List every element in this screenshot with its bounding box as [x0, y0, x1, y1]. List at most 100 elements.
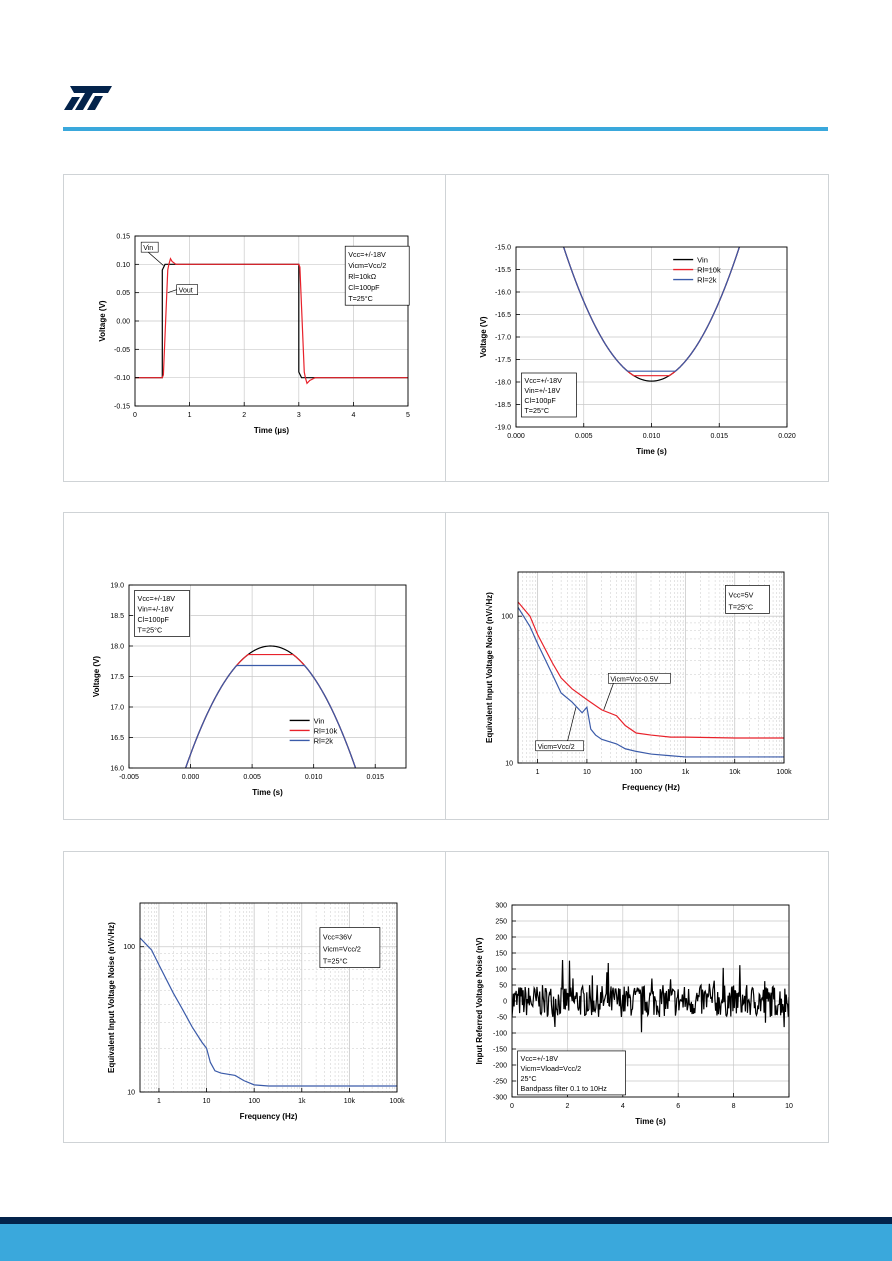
chart-noise-density-5v: 1 10 100 1k 10k 100k 10 100 Frequency (Hz) Equiva…	[485, 571, 792, 792]
y-tick-label: -17.5	[495, 357, 511, 364]
y-tick-label: -150	[493, 1047, 507, 1054]
annotation-box	[319, 927, 381, 968]
chart-panel-1: 0 1 2 3 4 5 -0.15 -0.10 -0.05 0.00 0.05 0.10 0.15 Tim…	[63, 174, 447, 482]
series-label: Vicm=Vcc/2	[538, 744, 575, 751]
x-tick-label: -0.005	[119, 774, 139, 781]
annotation-text: T=25°C	[524, 406, 549, 415]
chart-panel-5: 1 10 100 1k 10k 100k 10 100 Frequency (Hz) Equiva…	[63, 851, 447, 1143]
y-tick-label: 100	[501, 614, 513, 621]
x-axis-label: Time (s)	[635, 1117, 666, 1126]
annotation-text: 25°C	[521, 1074, 537, 1083]
x-tick-label: 100	[248, 1098, 260, 1105]
annotation-text: Bandpass filter 0.1 to 10Hz	[521, 1084, 608, 1093]
x-tick-label: 10k	[344, 1098, 356, 1105]
annotation-text: Vcc=36V	[323, 933, 352, 942]
y-tick-label: -0.15	[114, 404, 130, 411]
y-tick-label: -16.0	[495, 290, 511, 297]
y-axis-label: Input Referred Voltage Noise (nV)	[475, 937, 484, 1064]
x-tick-label: 2	[242, 412, 246, 419]
x-tick-label: 0	[510, 1103, 514, 1110]
y-tick-label: -250	[493, 1079, 507, 1086]
y-tick-label: 0.05	[116, 290, 130, 297]
annotation-text: Vicm=Vcc/2	[323, 945, 361, 954]
series-label: Vout	[179, 288, 193, 295]
annotation-box	[725, 585, 770, 614]
annotation-text: Vcc=5V	[728, 590, 753, 599]
legend-label: Rl=10k	[697, 266, 721, 275]
y-tick-label: 16.0	[110, 766, 124, 773]
legend-label: Rl=10k	[314, 726, 338, 735]
annotation-box	[521, 372, 577, 418]
annotation-text: Vcc=+/-18V	[521, 1054, 559, 1063]
y-tick-label: 10	[127, 1090, 135, 1097]
x-axis-label: Time (s)	[252, 788, 283, 797]
plot-frame	[517, 571, 785, 764]
x-tick-label: 0.010	[643, 433, 661, 440]
x-tick-label: 0.005	[575, 433, 593, 440]
y-tick-label: 250	[495, 919, 507, 926]
x-tick-label: 10	[203, 1098, 211, 1105]
x-tick-label: 1	[157, 1098, 161, 1105]
y-tick-label: 0	[503, 999, 507, 1006]
label-arrow	[167, 289, 177, 293]
annotation-text: T=25°C	[348, 294, 373, 303]
annotation-text: T=25°C	[728, 602, 753, 611]
y-tick-label: 17.0	[110, 705, 124, 712]
series-line-3	[562, 247, 741, 372]
y-tick-label: -18.0	[495, 380, 511, 387]
legend-label: Vin	[697, 256, 708, 265]
series-line-1	[184, 645, 357, 768]
y-tick-label: -200	[493, 1063, 507, 1070]
y-tick-label: 200	[495, 935, 507, 942]
x-tick-label: 0.015	[366, 774, 384, 781]
chart-panel-4: 1 10 100 1k 10k 100k 10 100 Frequency (Hz) Equiva…	[445, 512, 829, 820]
y-tick-label: 100	[123, 944, 135, 951]
annotation-text: Vicm=Vcc/2	[348, 261, 386, 270]
y-tick-label: 18.5	[110, 613, 124, 620]
chart-panel-2: 0.000 0.005 0.010 0.015 0.020 -19.0 -18.5 -18.0…	[445, 174, 829, 482]
x-tick-label: 10	[583, 769, 591, 776]
chart-noise-time: 0 2 4 6 8 10 -300 -250 -200 -150 -100 -50 0 50 100 150 2…	[475, 903, 793, 1127]
y-tick-label: 0.15	[116, 234, 130, 241]
x-tick-label: 100k	[776, 769, 792, 776]
y-tick-label: -0.10	[114, 375, 130, 382]
label-arrow	[603, 683, 614, 711]
x-tick-label: 3	[297, 412, 301, 419]
x-tick-label: 10k	[729, 769, 741, 776]
annotation-box	[344, 245, 410, 306]
chart-transient-response: 0 1 2 3 4 5 -0.15 -0.10 -0.05 0.00 0.05 0.10 0.15 Tim…	[98, 234, 410, 436]
y-axis-label: Voltage (V)	[479, 316, 488, 358]
x-tick-label: 8	[732, 1103, 736, 1110]
x-tick-label: 0.000	[182, 774, 200, 781]
y-axis-label: Voltage (V)	[92, 656, 101, 698]
annotation-text: Cl=100pF	[138, 615, 170, 624]
y-tick-label: 50	[499, 983, 507, 990]
y-tick-label: -19.0	[495, 425, 511, 432]
y-tick-label: 0.10	[116, 262, 130, 269]
x-tick-label: 1	[188, 412, 192, 419]
footer-bar	[0, 1224, 892, 1261]
y-tick-label: -15.0	[495, 245, 511, 252]
series-line-1	[512, 959, 789, 1033]
y-tick-label: -16.5	[495, 312, 511, 319]
x-tick-label: 0.010	[305, 774, 323, 781]
y-tick-label: -100	[493, 1031, 507, 1038]
annotation-text: Vin=+/-18V	[138, 604, 174, 613]
series-line-2	[518, 606, 784, 758]
x-tick-label: 0.015	[710, 433, 728, 440]
annotation-text: Vcc=+/-18V	[138, 594, 176, 603]
series-line-2	[562, 247, 741, 377]
label-box	[140, 241, 159, 253]
series-line-3	[184, 664, 357, 768]
y-tick-label: -17.0	[495, 335, 511, 342]
annotation-text: Rl=10kΩ	[348, 272, 377, 281]
label-arrow	[147, 251, 164, 266]
y-tick-label: 17.5	[110, 674, 124, 681]
label-box	[608, 673, 671, 684]
chart-panel-6: 0 2 4 6 8 10 -300 -250 -200 -150 -100 -50 0 50 100 150 2…	[445, 851, 829, 1143]
y-tick-label: 19.0	[110, 583, 124, 590]
chart-positive-saturation: -0.005 0.000 0.005 0.010 0.015 16.0 16.5 17.0 17…	[92, 583, 407, 797]
label-box	[535, 740, 584, 752]
header-rule	[63, 127, 828, 131]
legend-label: Vin	[314, 716, 325, 725]
